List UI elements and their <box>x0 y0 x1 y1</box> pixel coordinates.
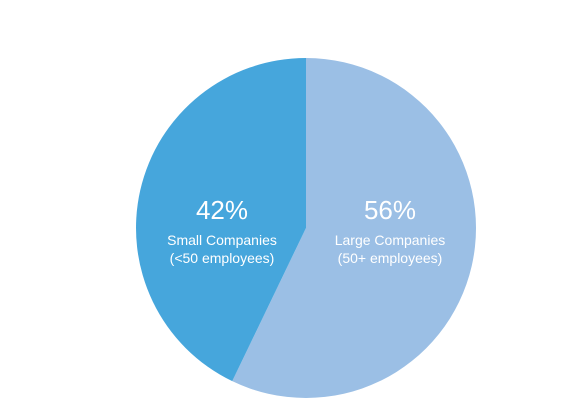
pie-slice-1 <box>136 58 306 382</box>
pie-slice-0 <box>232 58 477 398</box>
slice-percent-label-0: 56% <box>364 195 416 225</box>
slice-label-line1-1: Small Companies <box>167 232 277 248</box>
pie-slices <box>136 58 477 398</box>
pie-labels: 56% Large Companies (50+ employees) 42% Smal… <box>167 195 445 266</box>
slice-percent-label-1: 42% <box>196 195 248 225</box>
slice-label-line2-0: (50+ employees) <box>338 250 443 266</box>
slice-label-line1-0: Large Companies <box>335 232 446 248</box>
slice-label-line2-1: (<50 employees) <box>170 250 275 266</box>
